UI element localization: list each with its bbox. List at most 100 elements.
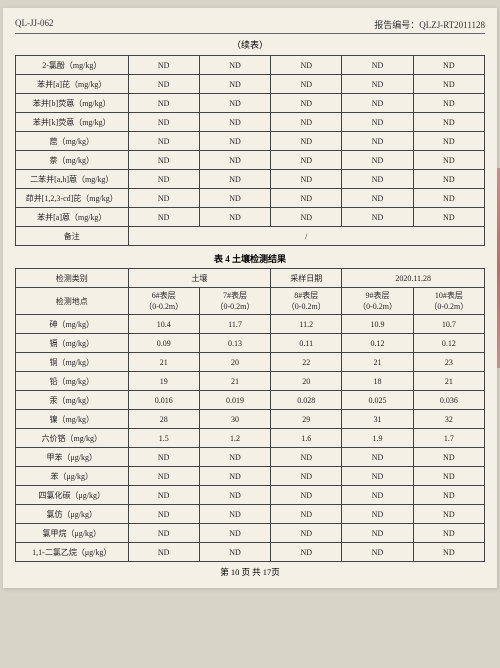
value-cell: ND [413,151,484,170]
table-row: 苯并[a]芘（mg/kg）NDNDNDNDND [16,75,485,94]
param-cell: 苯（μg/kg） [16,467,129,486]
value-cell: ND [342,448,413,467]
value-cell: ND [413,56,484,75]
param-cell: 甲苯（μg/kg） [16,448,129,467]
value-cell: 19 [128,372,199,391]
value-cell: ND [413,94,484,113]
col-header: 9#表层 （0-0.2m） [342,288,413,315]
value-cell: ND [413,486,484,505]
table-row: 甲苯（μg/kg）NDNDNDNDND [16,448,485,467]
value-cell: ND [199,189,270,208]
page-footer: 第 10 页 共 17页 [15,566,485,578]
value-cell: ND [128,208,199,227]
table-row: 苯并[a]蒽（mg/kg）NDNDNDNDND [16,208,485,227]
value-cell: ND [199,543,270,562]
value-cell: ND [342,113,413,132]
value-cell: ND [199,94,270,113]
value-cell: ND [199,75,270,94]
value-cell: ND [413,505,484,524]
date-label: 采样日期 [271,269,342,288]
param-cell: 氯甲烷（μg/kg） [16,524,129,543]
table-row: 茚并[1,2,3-cd]芘（mg/kg）NDNDNDNDND [16,189,485,208]
value-cell: ND [413,132,484,151]
col-header: 7#表层 （0-0.2m） [199,288,270,315]
value-cell: ND [128,132,199,151]
value-cell: ND [271,486,342,505]
value-cell: ND [413,170,484,189]
table-row: 苯并[k]荧蒽（mg/kg）NDNDNDNDND [16,113,485,132]
value-cell: ND [128,189,199,208]
value-cell: 31 [342,410,413,429]
doc-code: QL-JJ-062 [15,18,54,31]
table-row: 苯并[b]荧蒽（mg/kg）NDNDNDNDND [16,94,485,113]
value-cell: ND [271,113,342,132]
value-cell: 22 [271,353,342,372]
value-cell: 0.12 [342,334,413,353]
value-cell: ND [199,56,270,75]
value-cell: 11.7 [199,315,270,334]
value-cell: 20 [199,353,270,372]
param-cell: 䓛（mg/kg） [16,132,129,151]
table-row: 氯仿（μg/kg）NDNDNDNDND [16,505,485,524]
value-cell: 10.9 [342,315,413,334]
value-cell: 0.036 [413,391,484,410]
param-cell: 苯并[a]蒽（mg/kg） [16,208,129,227]
value-cell: 29 [271,410,342,429]
value-cell: 0.028 [271,391,342,410]
value-cell: 0.09 [128,334,199,353]
cat-label: 检测类别 [16,269,129,288]
value-cell: ND [128,505,199,524]
value-cell: 0.11 [271,334,342,353]
value-cell: ND [271,208,342,227]
note-row: 备注/ [16,227,485,246]
value-cell: ND [128,524,199,543]
value-cell: 10.4 [128,315,199,334]
value-cell: ND [199,486,270,505]
value-cell: ND [128,56,199,75]
value-cell: ND [342,505,413,524]
value-cell: ND [271,467,342,486]
value-cell: ND [128,170,199,189]
param-cell: 镍（mg/kg） [16,410,129,429]
value-cell: ND [128,94,199,113]
value-cell: 1.7 [413,429,484,448]
value-cell: ND [342,524,413,543]
param-cell: 砷（mg/kg） [16,315,129,334]
value-cell: ND [199,505,270,524]
param-cell: 苯并[b]荧蒽（mg/kg） [16,94,129,113]
table-row: 铅（mg/kg）1921201821 [16,372,485,391]
table-row: 2-氯酚（mg/kg）NDNDNDNDND [16,56,485,75]
value-cell: ND [413,189,484,208]
value-cell: ND [413,208,484,227]
table-row: 铜（mg/kg）2120222123 [16,353,485,372]
value-cell: ND [271,132,342,151]
param-cell: 四氯化碳（μg/kg） [16,486,129,505]
param-cell: 二苯并[a,h]蒽（mg/kg） [16,170,129,189]
value-cell: 0.025 [342,391,413,410]
value-cell: 1.2 [199,429,270,448]
table-row: 六价铬（mg/kg）1.51.21.61.91.7 [16,429,485,448]
table-row: 砷（mg/kg）10.411.711.210.910.7 [16,315,485,334]
table-row: 二苯并[a,h]蒽（mg/kg）NDNDNDNDND [16,170,485,189]
value-cell: ND [271,56,342,75]
value-cell: ND [413,467,484,486]
param-cell: 苯并[a]芘（mg/kg） [16,75,129,94]
param-cell: 铅（mg/kg） [16,372,129,391]
header-row-2: 检测地点6#表层 （0-0.2m）7#表层 （0-0.2m）8#表层 （0-0.… [16,288,485,315]
value-cell: 21 [199,372,270,391]
col-header: 10#表层 （0-0.2m） [413,288,484,315]
value-cell: ND [342,467,413,486]
value-cell: ND [413,543,484,562]
value-cell: ND [342,132,413,151]
table-row: 汞（mg/kg）0.0160.0190.0280.0250.036 [16,391,485,410]
param-cell: 六价铬（mg/kg） [16,429,129,448]
value-cell: ND [413,113,484,132]
table-row: 苯（μg/kg）NDNDNDNDND [16,467,485,486]
param-cell: 铜（mg/kg） [16,353,129,372]
cat-value: 土壤 [128,269,271,288]
value-cell: 0.12 [413,334,484,353]
value-cell: 1.9 [342,429,413,448]
continuation-label: （续表） [15,38,485,51]
value-cell: ND [271,94,342,113]
table-row: 1,1-二氯乙烷（μg/kg）NDNDNDNDND [16,543,485,562]
